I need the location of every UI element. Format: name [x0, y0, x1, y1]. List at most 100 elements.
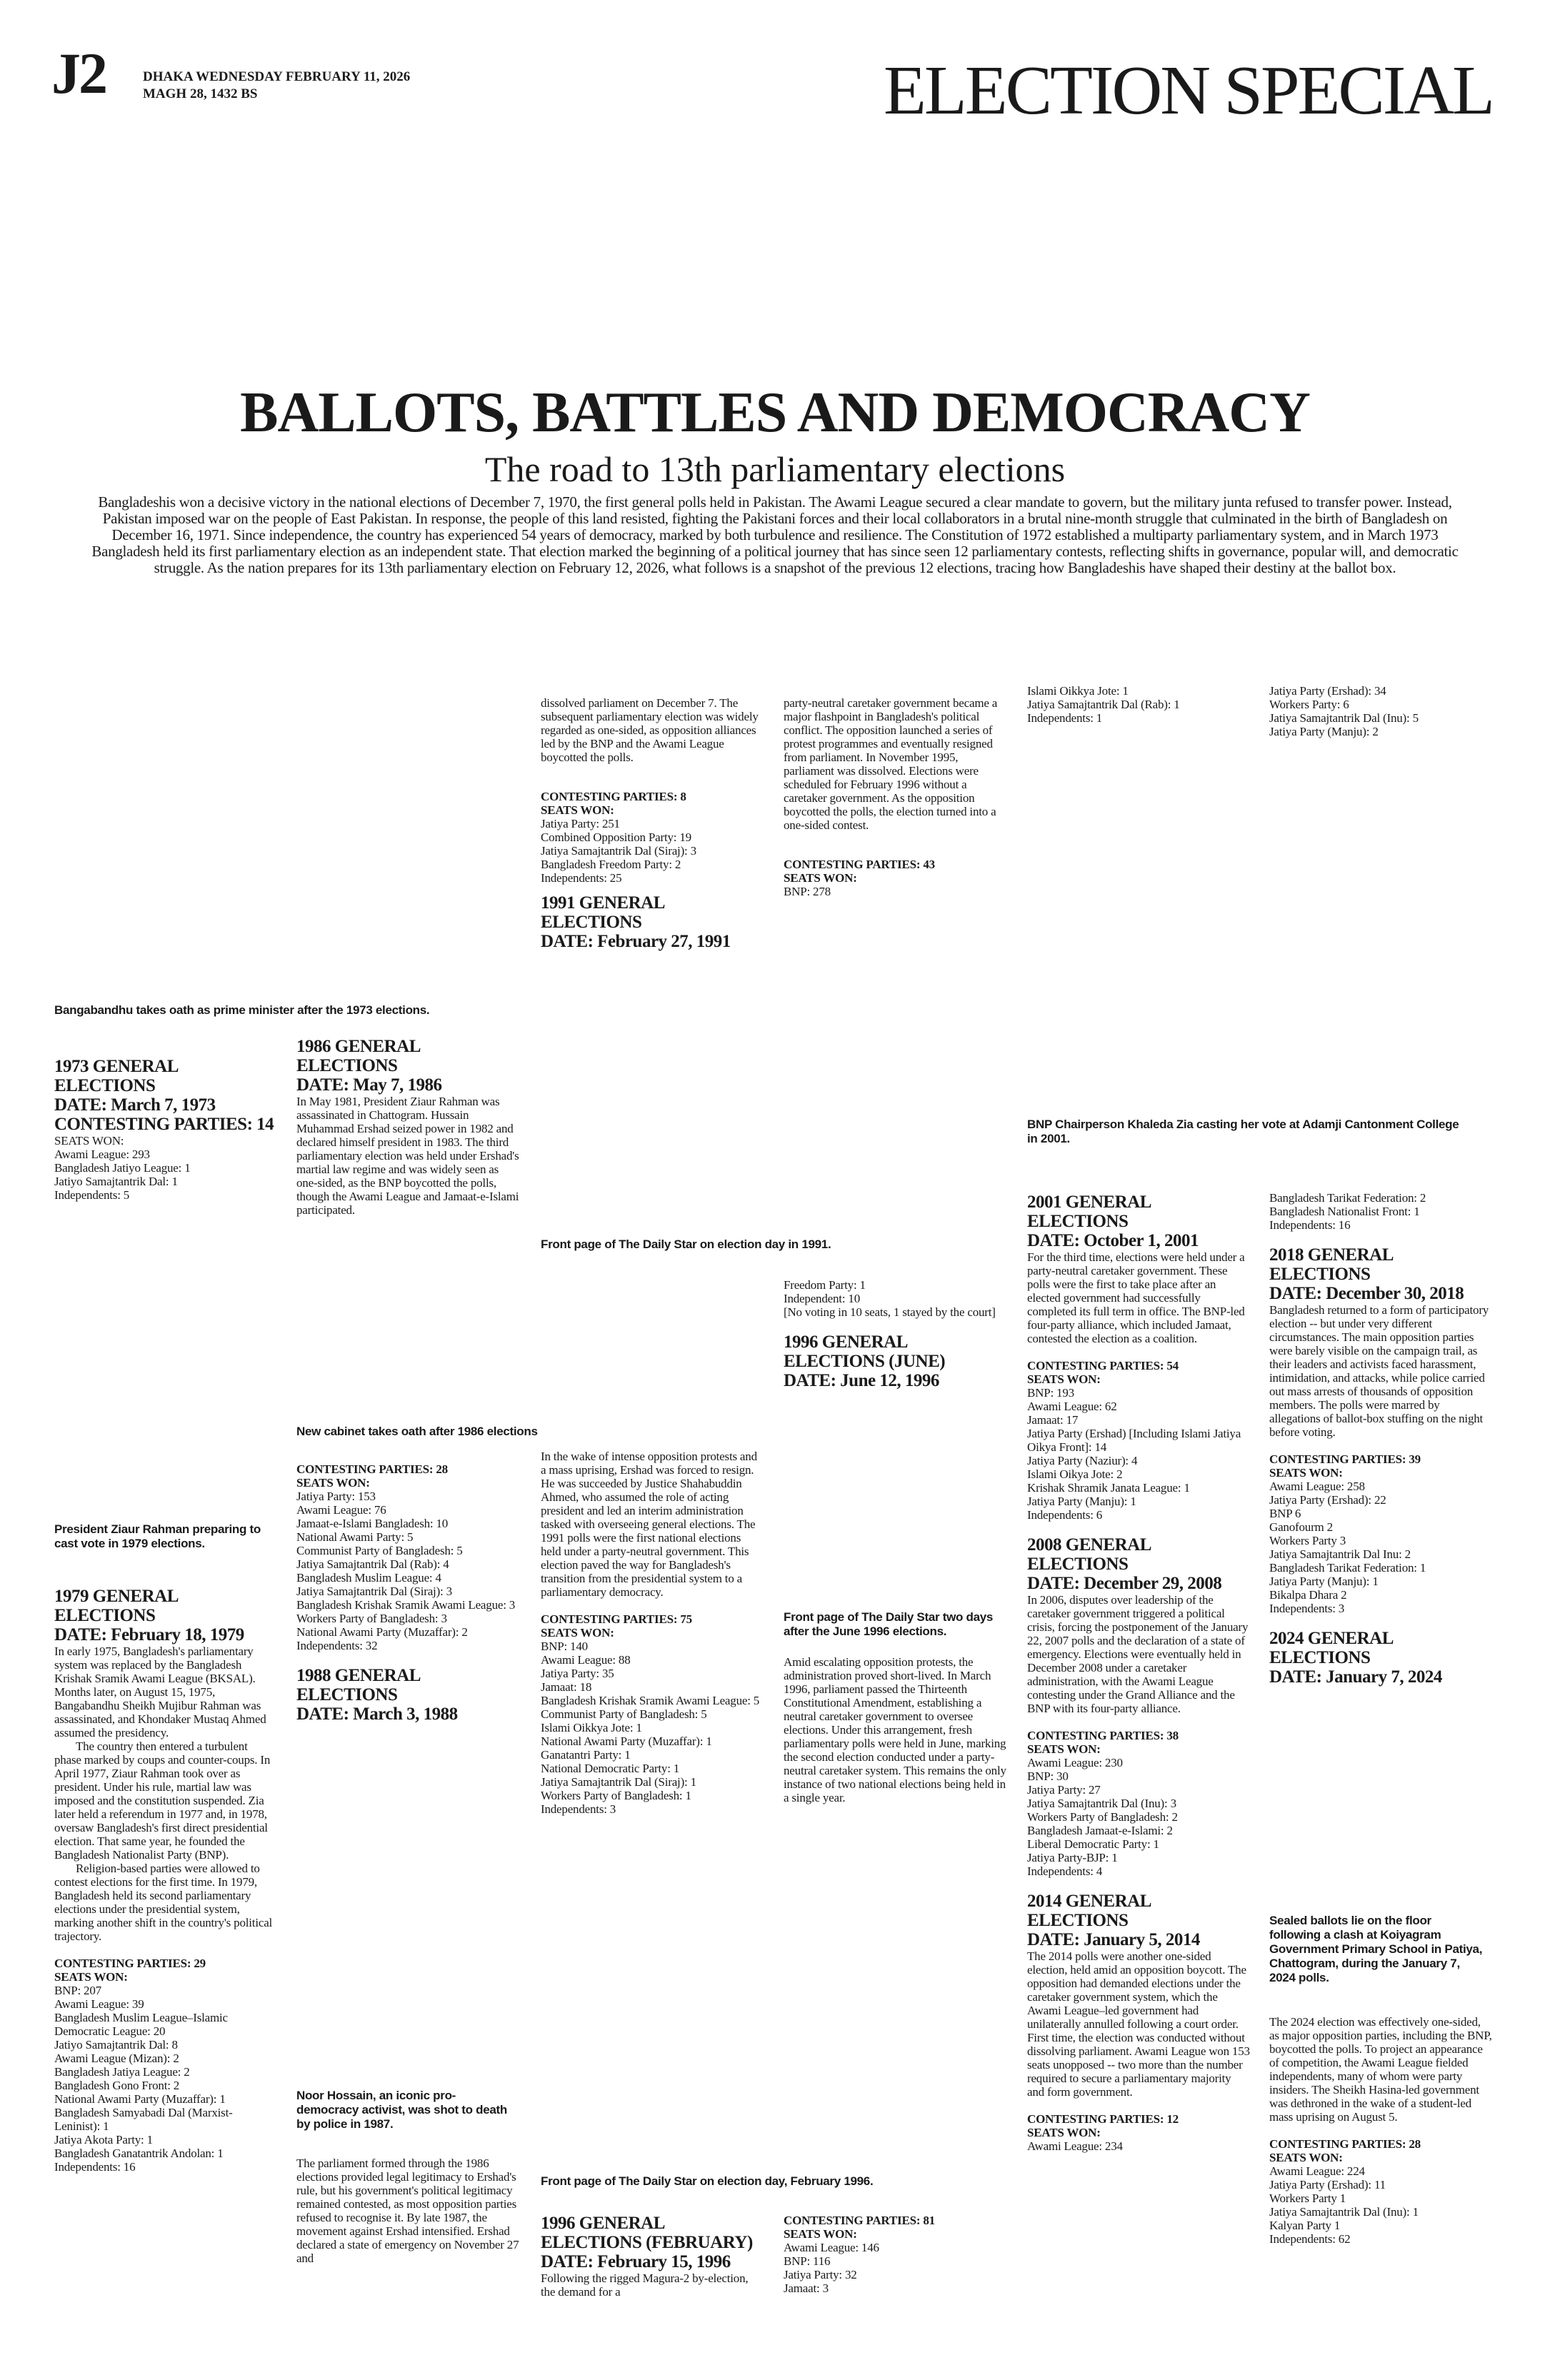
seats-list: BNP: 140 Awami League: 88 Jatiya Party: 35… [541, 1640, 764, 1816]
seat-result: Ganofourm 2 [1269, 1520, 1333, 1534]
bangla-date: MAGH 28, 1432 BS [143, 86, 258, 101]
photo-caption: Front page of The Daily Star on election… [541, 1237, 831, 1251]
seat-result: BNP: 30 [1027, 1769, 1069, 1783]
seats-won-label: SEATS WON: [541, 1626, 614, 1640]
seats-list: Awami League: 293 Bangladesh Jatiyo Leagu… [54, 1148, 277, 1202]
seat-result: Independents: 3 [541, 1802, 616, 1816]
seat-result: Bangladesh Ganatantrik Andolan: 1 [54, 2146, 224, 2160]
seat-result: Independents: 32 [296, 1639, 378, 1652]
election-date: DATE: February 27, 1991 [541, 932, 731, 951]
seat-result: BNP: 207 [54, 1984, 101, 1997]
seat-result: Workers Party 1 [1269, 2191, 1346, 2205]
seat-result: Jatiya Samajtantrik Dal (Siraj): 3 [296, 1585, 452, 1598]
article-2018: Bangladesh Tarikat Federation: 2 Banglade… [1269, 1191, 1492, 1687]
body-text: The 2014 polls were another one-sided el… [1027, 1949, 1250, 2099]
seats-won-label: SEATS WON: [1027, 2126, 1101, 2139]
election-heading: 1988 GENERAL ELECTIONS [296, 1666, 420, 1704]
contesting-parties: CONTESTING PARTIES: 28 [1269, 2137, 1421, 2151]
seat-result: Awami League: 88 [541, 1653, 631, 1667]
contesting-parties: CONTESTING PARTIES: 29 [54, 1957, 206, 1970]
seat-result: Jatiya Party (Ershad) [Including Islami … [1027, 1427, 1241, 1454]
seat-result: Jatiya Party: 153 [296, 1490, 376, 1503]
seat-result: Independents: 1 [1027, 711, 1103, 725]
election-heading: 2018 GENERAL ELECTIONS [1269, 1245, 1393, 1284]
seat-result: Jatiya Samajtantrik Dal Inu: 2 [1269, 1547, 1411, 1561]
seats-won-label: SEATS WON: [296, 1476, 370, 1490]
photo-caption: Sealed ballots lie on the floor followin… [1269, 1914, 1483, 1984]
contesting-parties: CONTESTING PARTIES: 8 [541, 790, 686, 803]
seat-result: Jatiya Samajtantrik Dal (Inu): 3 [1027, 1797, 1176, 1810]
seats-won-label: SEATS WON: [1027, 1372, 1101, 1386]
election-heading: 1991 GENERAL ELECTIONS [541, 893, 664, 932]
election-heading: 1996 GENERAL ELECTIONS (FEBRUARY) [541, 2214, 753, 2252]
article-2014-seats-continued: Jatiya Party (Ershad): 34 Workers Party: … [1269, 684, 1492, 738]
election-heading: 2001 GENERAL ELECTIONS [1027, 1192, 1151, 1231]
election-heading: 1996 GENERAL ELECTIONS (JUNE) [784, 1332, 946, 1371]
seat-result: BNP: 140 [541, 1640, 588, 1653]
body-text: Amid escalating opposition protests, the… [784, 1655, 1006, 1804]
seat-result: Jatiya Party (Ershad): 22 [1269, 1493, 1386, 1507]
seat-result: Workers Party of Bangladesh: 3 [296, 1612, 447, 1625]
election-date: DATE: March 3, 1988 [296, 1704, 458, 1724]
seat-result: Islami Oikya Jote: 2 [1027, 1467, 1123, 1481]
contesting-parties: CONTESTING PARTIES: 39 [1269, 1452, 1421, 1466]
article-1991: In the wake of intense opposition protes… [541, 1450, 764, 1816]
seat-result: Workers Party of Bangladesh: 1 [541, 1789, 691, 1802]
contesting-parties: CONTESTING PARTIES: 14 [54, 1115, 274, 1134]
contesting-parties: CONTESTING PARTIES: 12 [1027, 2112, 1179, 2126]
seats-won-label: SEATS WON: [1027, 1742, 1101, 1756]
body-text: party-neutral caretaker government becam… [784, 696, 998, 832]
seat-result: National Awami Party: 5 [296, 1530, 414, 1544]
seats-list: Awami League: 146 BNP: 116 Jatiya Party: 3… [784, 2241, 1006, 2295]
seats-won-label: SEATS WON: [54, 1970, 128, 1984]
seat-result: Islami Oikkya Jote: 1 [1027, 684, 1129, 698]
contesting-parties: CONTESTING PARTIES: 81 [784, 2214, 935, 2227]
seat-result: Bangladesh Nationalist Front: 1 [1269, 1205, 1420, 1218]
seats-list: Freedom Party: 1 Independent: 10 [784, 1278, 1006, 1305]
body-text: In early 1975, Bangladesh's parliamentar… [54, 1645, 266, 1739]
article-1996jun-results: CONTESTING PARTIES: 81 SEATS WON: Awami … [784, 2214, 1006, 2295]
seat-result: Independent: 10 [784, 1292, 860, 1305]
seats-won-label: SEATS WON: [784, 871, 857, 885]
seats-won-label: SEATS WON: [541, 803, 614, 817]
election-date: DATE: June 12, 1996 [784, 1371, 939, 1390]
seat-result: Islami Oikkya Jote: 1 [541, 1721, 642, 1734]
article-2024: The 2024 election was effectively one-si… [1269, 2015, 1492, 2246]
contesting-parties: CONTESTING PARTIES: 28 [296, 1462, 448, 1476]
article-1988-continued: dissolved parliament on December 7. The … [541, 684, 764, 951]
seat-result: Jatiya Party: 32 [784, 2268, 857, 2281]
body-text: Bangladesh returned to a form of partici… [1269, 1303, 1489, 1439]
seat-result: Jatiya Party (Manju): 1 [1269, 1575, 1379, 1588]
article-1986: 1986 GENERAL ELECTIONS DATE: May 7, 1986… [296, 1037, 519, 1217]
seat-result: Jatiya Party (Manju): 1 [1027, 1495, 1136, 1508]
seat-result: Freedom Party: 1 [784, 1278, 866, 1292]
contesting-parties: CONTESTING PARTIES: 75 [541, 1612, 692, 1626]
election-heading: 2014 GENERAL ELECTIONS [1027, 1892, 1151, 1930]
article-1979: 1979 GENERAL ELECTIONS DATE: February 18… [54, 1587, 277, 2174]
seat-result: Awami League: 39 [54, 1997, 144, 2011]
article-2001-2008-2014: 2001 GENERAL ELECTIONS DATE: October 1, … [1027, 1192, 1250, 2153]
seats-won-label: SEATS WON: [1269, 1466, 1343, 1480]
seats-list: Jatiya Party: 251 Combined Opposition Par… [541, 817, 764, 885]
seat-result: Independents: 16 [54, 2160, 136, 2174]
seats-won-label: SEATS WON: [54, 1134, 124, 1148]
seat-result: National Awami Party (Muzaffar): 1 [541, 1734, 712, 1748]
seat-result: Ganatantri Party: 1 [541, 1748, 631, 1762]
body-text: In May 1981, President Ziaur Rahman was … [296, 1095, 519, 1217]
election-date: DATE: February 18, 1979 [54, 1625, 244, 1645]
photo-caption: BNP Chairperson Khaleda Zia casting her … [1027, 1118, 1459, 1145]
seat-result: Bangladesh Jatiyo League: 1 [54, 1161, 191, 1175]
seat-result: Bangladesh Krishak Sramik Awami League: … [541, 1694, 760, 1707]
seat-result: Jatiya Samajtantrik Dal (Rab): 1 [1027, 698, 1180, 711]
body-text: dissolved parliament on December 7. The … [541, 696, 759, 764]
contesting-parties: CONTESTING PARTIES: 54 [1027, 1359, 1179, 1372]
seat-result: Jatiyo Samajtantrik Dal: 8 [54, 2038, 178, 2052]
seat-result: Awami League: 293 [54, 1148, 150, 1161]
seats-list: Awami League: 230 BNP: 30 Jatiya Party: 27… [1027, 1756, 1250, 1878]
seat-result: Awami League: 62 [1027, 1400, 1117, 1413]
election-date: DATE: December 29, 2008 [1027, 1574, 1222, 1593]
section-title: ELECTION SPECIAL [884, 52, 1495, 129]
seat-result: Krishak Shramik Janata League: 1 [1027, 1481, 1190, 1495]
seat-result: Awami League: 230 [1027, 1756, 1123, 1769]
seat-result: Bangladesh Tarikat Federation: 1 [1269, 1561, 1426, 1575]
